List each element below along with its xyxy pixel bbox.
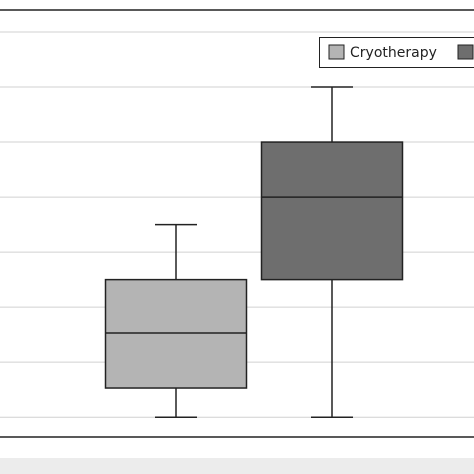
- box: [260, 141, 404, 281]
- box: [104, 278, 248, 389]
- legend-box: [319, 37, 474, 68]
- legend-label: Cryotherapy: [350, 45, 437, 61]
- legend-swatch: [457, 44, 474, 60]
- bottom-strip: [0, 458, 474, 474]
- legend-swatch: [328, 44, 345, 60]
